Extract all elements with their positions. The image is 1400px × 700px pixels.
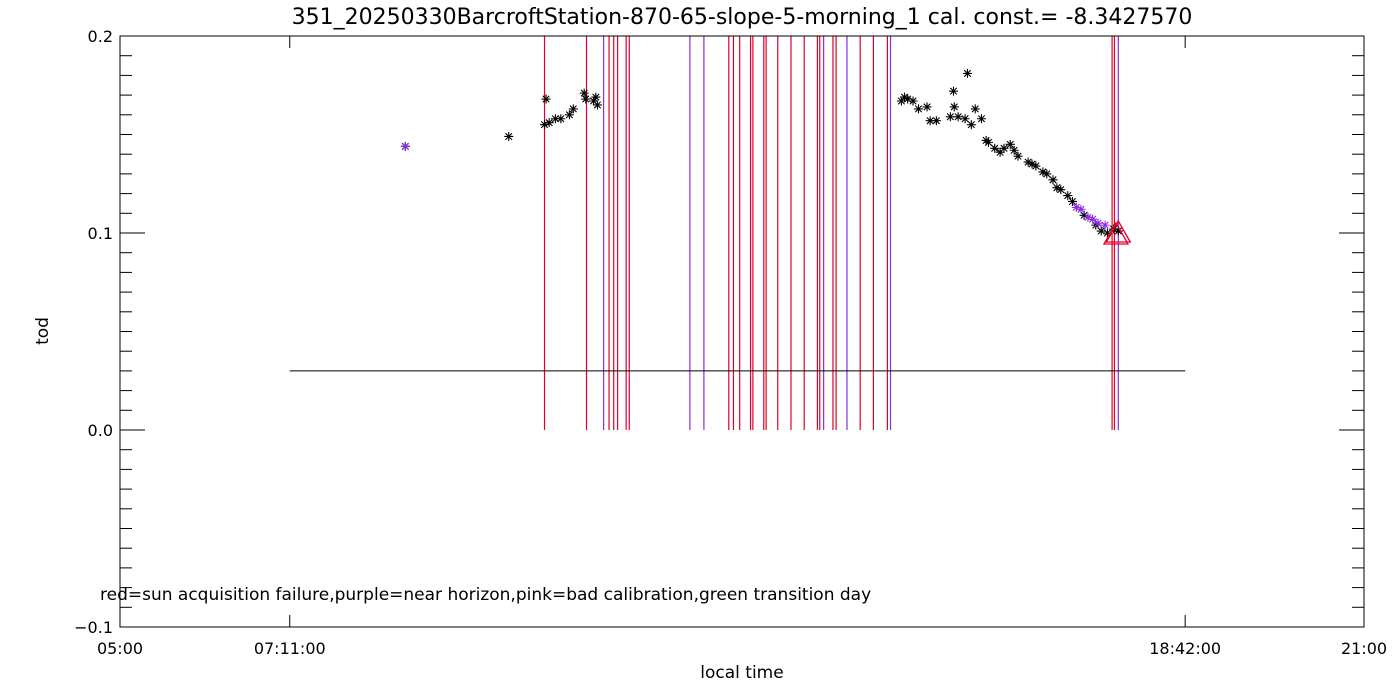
point-s0-21 <box>931 116 941 126</box>
point-s0-47 <box>1063 191 1073 201</box>
point-s1-6 <box>1100 220 1110 230</box>
point-s1-0 <box>400 141 410 151</box>
point-s0-48 <box>1067 196 1077 206</box>
point-s0-13 <box>592 100 602 110</box>
point-s0-52 <box>1102 228 1112 238</box>
axis-ticks <box>119 35 1365 628</box>
point-s1-3 <box>1083 212 1093 222</box>
point-s0-51 <box>1096 226 1106 236</box>
point-s0-46 <box>1056 185 1066 195</box>
point-s0-34 <box>995 147 1005 157</box>
point-s0-20 <box>925 116 935 126</box>
y-tick-label-1: 0.0 <box>88 421 113 440</box>
point-s0-8 <box>568 104 578 114</box>
point-s0-36 <box>1005 139 1015 149</box>
y-tick-label-0: −0.1 <box>74 618 113 637</box>
point-s0-49 <box>1079 210 1089 220</box>
point-s0-7 <box>564 110 574 120</box>
point-s0-17 <box>908 96 918 106</box>
point-s0-18 <box>913 104 923 114</box>
point-s1-2 <box>1076 204 1086 214</box>
x-tick-label-1: 07:11:00 <box>254 639 326 658</box>
point-s1-1 <box>1071 202 1081 212</box>
point-s0-35 <box>999 143 1009 153</box>
y-tick-label-2: 0.1 <box>88 224 113 243</box>
point-s0-19 <box>922 102 932 112</box>
x-tick-label-0: 05:00 <box>97 639 143 658</box>
point-s0-2 <box>540 120 550 130</box>
point-s0-45 <box>1052 183 1062 193</box>
point-s0-41 <box>1031 161 1041 171</box>
point-s0-23 <box>948 86 958 96</box>
point-s0-44 <box>1048 175 1058 185</box>
y-axis-label: tod <box>33 317 53 345</box>
point-s0-15 <box>899 92 909 102</box>
point-s0-1 <box>504 131 514 141</box>
point-s0-10 <box>581 94 591 104</box>
point-s0-30 <box>976 114 986 124</box>
chart-title: 351_20250330BarcroftStation-870-65-slope… <box>292 5 1193 30</box>
point-s0-37 <box>1009 145 1019 155</box>
point-s0-54 <box>1113 226 1123 236</box>
point-s0-40 <box>1027 159 1037 169</box>
point-s0-11 <box>588 96 598 106</box>
point-s0-5 <box>550 114 560 124</box>
point-s0-28 <box>966 120 976 130</box>
y-tick-label-3: 0.2 <box>88 27 113 46</box>
point-s0-32 <box>983 137 993 147</box>
flag-lines <box>543 36 1119 430</box>
data-points <box>400 68 1132 245</box>
point-s0-33 <box>990 143 1000 153</box>
point-s0-6 <box>556 114 566 124</box>
x-axis-label: local time <box>700 663 783 683</box>
x-tick-label-3: 21:00 <box>1341 639 1387 658</box>
point-s0-42 <box>1038 167 1048 177</box>
point-s0-24 <box>949 102 959 112</box>
point-s0-4 <box>544 118 554 128</box>
y-tick-labels: −0.1 0.0 0.1 0.2 <box>74 27 113 637</box>
point-s2-1 <box>1105 219 1132 243</box>
point-s0-14 <box>896 96 906 106</box>
point-s0-43 <box>1042 169 1052 179</box>
point-s0-9 <box>579 88 589 98</box>
point-s0-39 <box>1023 157 1033 167</box>
point-s1-5 <box>1093 218 1103 228</box>
x-tick-labels: 05:00 07:11:00 18:42:00 21:00 <box>97 639 1387 658</box>
point-s0-12 <box>591 92 601 102</box>
point-s2-0 <box>1102 221 1130 245</box>
point-s0-27 <box>962 68 972 78</box>
point-s0-29 <box>970 104 980 114</box>
legend-annotation: red=sun acquisition failure,purple=near … <box>100 585 871 605</box>
point-s0-22 <box>945 112 955 122</box>
plot-frame <box>119 35 1365 628</box>
point-s1-4 <box>1088 214 1098 224</box>
point-s0-16 <box>903 94 913 104</box>
point-s0-38 <box>1013 151 1023 161</box>
point-s0-26 <box>960 114 970 124</box>
x-tick-label-2: 18:42:00 <box>1149 639 1221 658</box>
point-s0-25 <box>953 112 963 122</box>
point-s0-3 <box>541 94 551 104</box>
